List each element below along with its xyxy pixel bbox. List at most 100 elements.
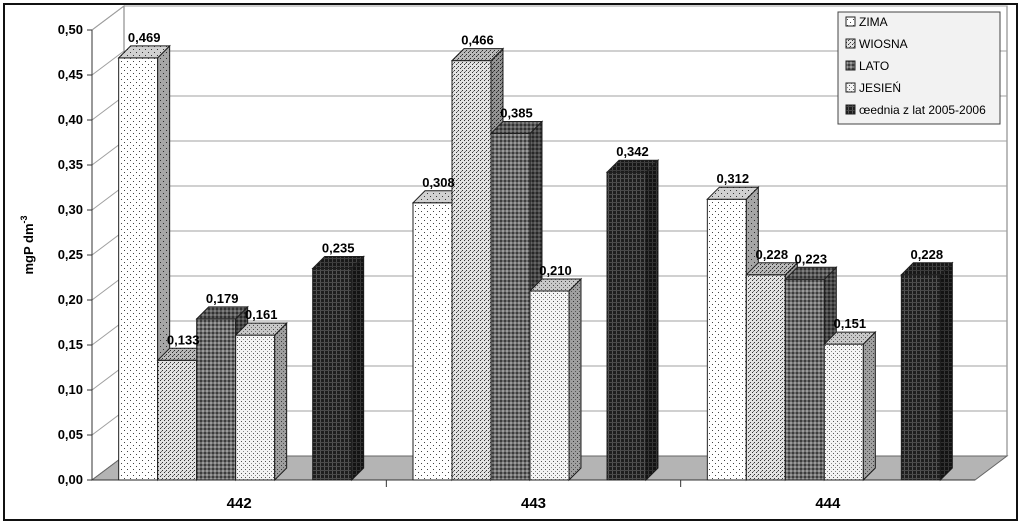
- y-axis-title-exponent: -3: [19, 215, 29, 223]
- bar-top-shade: [607, 160, 658, 173]
- bar-front: [529, 290, 570, 481]
- bar-side-shade: [863, 332, 876, 480]
- bar-top: [450, 48, 505, 62]
- bar-top: [528, 278, 583, 292]
- legend-label: œednia z lat 2005-2006: [859, 103, 986, 117]
- data-label: 0,133: [167, 332, 200, 347]
- bar-top-shade: [707, 187, 759, 200]
- y-tick-label: 0,45: [58, 67, 83, 82]
- bar-side-shade: [940, 262, 953, 480]
- bar-front: [312, 268, 353, 481]
- bar: [605, 158, 660, 482]
- bar-top-shade: [901, 262, 953, 275]
- y-tick-label: 0,40: [58, 112, 83, 127]
- legend-swatch: [845, 60, 856, 71]
- bar-top: [706, 186, 760, 200]
- bar-top: [745, 262, 799, 276]
- bar-front: [412, 202, 453, 481]
- y-tick-label: 0,10: [58, 382, 83, 397]
- legend-label: WIOSNA: [859, 37, 908, 51]
- bar: [234, 321, 288, 482]
- y-axis-title: mgP dm-3: [19, 215, 36, 274]
- bar-front: [900, 274, 941, 481]
- legend-swatch: [845, 104, 856, 115]
- bar-top-shade: [312, 256, 364, 269]
- bar-front: [745, 274, 786, 481]
- bar: [900, 261, 954, 482]
- bar-top: [823, 331, 877, 345]
- bar-front: [196, 318, 237, 481]
- bar-front: [490, 133, 531, 481]
- data-label: 0,223: [795, 251, 828, 266]
- bar: [311, 255, 365, 482]
- bar-top-shade: [452, 48, 503, 61]
- bar-front: [606, 171, 647, 481]
- y-tick-label: 0,25: [58, 247, 83, 262]
- bar-top-shade: [491, 121, 542, 134]
- bar-top-shade: [824, 332, 876, 345]
- bar-top-shade: [413, 190, 464, 203]
- bar-side-shade: [274, 323, 287, 480]
- bar-front: [118, 57, 159, 481]
- y-tick-label: 0,50: [58, 22, 83, 37]
- bar-top-shade: [157, 348, 209, 361]
- bar-top: [605, 159, 660, 173]
- data-label: 0,385: [500, 106, 533, 121]
- bar-side-shade: [569, 279, 581, 480]
- bar-front: [706, 198, 747, 481]
- bar-front: [823, 343, 864, 481]
- legend-swatch: [845, 16, 856, 27]
- data-label: 0,179: [206, 291, 239, 306]
- bar: [823, 330, 877, 482]
- data-label: 0,466: [461, 33, 494, 48]
- bar-top: [195, 306, 249, 320]
- data-label: 0,210: [539, 263, 572, 278]
- bar-side-shade: [351, 256, 364, 480]
- data-label: 0,235: [322, 241, 355, 256]
- bar-top-shade: [785, 267, 837, 280]
- bar-front: [157, 359, 198, 481]
- data-label: 0,151: [834, 316, 867, 331]
- bar-front: [451, 60, 492, 481]
- bar-side-shade: [646, 160, 658, 480]
- data-label: 0,308: [422, 175, 455, 190]
- data-label: 0,161: [245, 307, 278, 322]
- y-tick-label: 0,20: [58, 292, 83, 307]
- gridline: [91, 5, 1007, 31]
- data-label: 0,228: [756, 247, 789, 262]
- legend-label: LATO: [859, 59, 889, 73]
- bar-top: [900, 262, 954, 276]
- bar-top-shade: [235, 323, 287, 336]
- data-label: 0,312: [717, 171, 750, 186]
- data-label: 0,228: [911, 247, 944, 262]
- y-tick-label: 0,15: [58, 337, 83, 352]
- bar-top-shade: [196, 306, 248, 319]
- bar-front: [784, 278, 825, 481]
- data-label: 0,469: [128, 30, 161, 45]
- x-category-label: 444: [815, 495, 841, 512]
- legend-label: JESIEŃ: [859, 80, 901, 95]
- legend-swatch: [845, 38, 856, 49]
- legend-label: ZIMA: [859, 15, 888, 29]
- y-tick-label: 0,30: [58, 202, 83, 217]
- bar-top-shade: [118, 45, 170, 58]
- bar-front: [235, 334, 276, 481]
- bar-top: [117, 45, 171, 59]
- bar-top-shade: [530, 279, 581, 291]
- y-tick-label: 0,05: [58, 427, 83, 442]
- bar-top: [311, 256, 365, 269]
- x-category-label: 442: [227, 495, 252, 512]
- bar-top: [234, 322, 288, 336]
- chart-frame: [3, 3, 1018, 521]
- gridline: [91, 50, 1007, 76]
- bar-top: [489, 121, 544, 134]
- legend-box: [837, 11, 1001, 125]
- legend-swatch: [845, 82, 856, 93]
- y-tick-label: 0,00: [58, 472, 83, 487]
- data-label: 0,342: [616, 144, 649, 159]
- bar-top: [784, 266, 838, 280]
- y-tick-label: 0,35: [58, 157, 83, 172]
- x-category-label: 443: [521, 495, 546, 512]
- bar-top-shade: [746, 262, 798, 275]
